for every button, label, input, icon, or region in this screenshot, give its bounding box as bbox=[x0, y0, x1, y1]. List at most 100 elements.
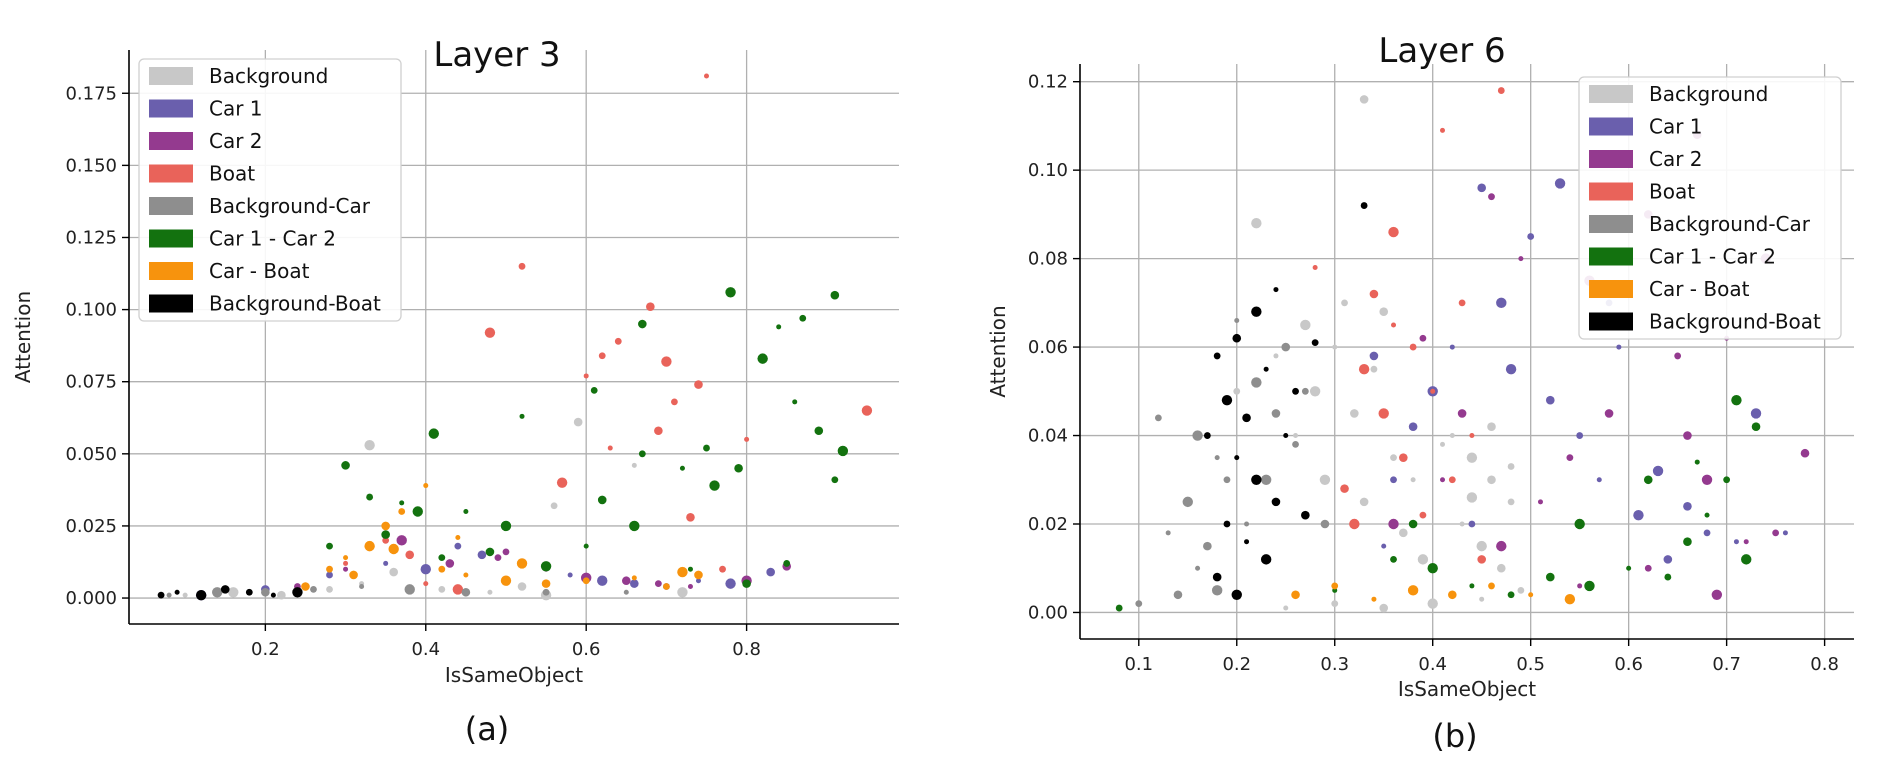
data-point bbox=[423, 483, 429, 489]
data-point bbox=[1410, 477, 1416, 483]
legend-swatch bbox=[1589, 247, 1633, 266]
data-point bbox=[343, 566, 349, 572]
data-point bbox=[1496, 540, 1507, 552]
data-point bbox=[1221, 394, 1233, 406]
data-point bbox=[1468, 520, 1476, 528]
data-point bbox=[1487, 422, 1496, 431]
legend-swatch bbox=[1589, 215, 1633, 233]
data-point bbox=[1223, 476, 1231, 484]
data-point bbox=[1517, 586, 1525, 594]
x-tick-label: 0.4 bbox=[411, 639, 440, 660]
series-car-boat bbox=[1291, 582, 1576, 605]
data-point bbox=[1576, 432, 1584, 439]
y-tick-label: 0.04 bbox=[1028, 426, 1068, 447]
data-point bbox=[687, 584, 693, 590]
data-point bbox=[1440, 477, 1446, 483]
data-point bbox=[1545, 395, 1555, 405]
x-tick-label: 0.2 bbox=[1222, 654, 1251, 675]
data-point bbox=[556, 477, 568, 488]
data-point bbox=[621, 576, 631, 586]
panel-caption: (b) bbox=[1432, 717, 1477, 755]
data-point bbox=[597, 495, 607, 505]
data-point bbox=[1369, 351, 1379, 361]
data-point bbox=[388, 543, 399, 555]
data-point bbox=[783, 560, 791, 567]
data-point bbox=[677, 587, 688, 598]
data-point bbox=[518, 262, 526, 270]
y-tick-label: 0.075 bbox=[65, 372, 117, 393]
y-tick-label: 0.02 bbox=[1028, 514, 1068, 535]
data-point bbox=[1477, 183, 1486, 193]
data-point bbox=[1223, 520, 1231, 528]
data-point bbox=[1388, 226, 1399, 238]
data-point bbox=[1242, 413, 1251, 423]
data-point bbox=[220, 585, 230, 594]
data-point bbox=[1469, 583, 1475, 589]
data-point bbox=[1782, 530, 1788, 536]
y-tick-label: 0.050 bbox=[65, 444, 117, 465]
y-tick-label: 0.175 bbox=[65, 83, 117, 104]
data-point bbox=[485, 547, 495, 557]
data-point bbox=[1234, 455, 1240, 461]
data-point bbox=[1427, 598, 1438, 609]
data-point bbox=[1260, 474, 1272, 485]
data-point bbox=[1390, 476, 1397, 484]
legend-label: Boat bbox=[209, 162, 255, 186]
data-point bbox=[1283, 605, 1289, 611]
data-point bbox=[1449, 433, 1455, 439]
data-point bbox=[629, 520, 640, 532]
data-point bbox=[1332, 344, 1338, 350]
legend-label: Car 2 bbox=[209, 129, 263, 153]
legend-swatch bbox=[1589, 117, 1633, 136]
data-point bbox=[1399, 453, 1408, 462]
data-point bbox=[654, 426, 663, 436]
data-point bbox=[831, 476, 839, 484]
x-tick-label: 0.1 bbox=[1124, 654, 1153, 675]
data-point bbox=[607, 445, 613, 451]
data-point bbox=[830, 290, 840, 300]
data-point bbox=[1273, 353, 1279, 359]
data-point bbox=[583, 373, 589, 379]
data-point bbox=[1704, 512, 1710, 518]
y-tick-label: 0.150 bbox=[65, 155, 117, 176]
data-point bbox=[1331, 600, 1339, 608]
legend-frame bbox=[138, 58, 402, 322]
data-point bbox=[438, 565, 446, 573]
data-point bbox=[1683, 431, 1692, 440]
data-point bbox=[679, 465, 685, 471]
data-point bbox=[638, 450, 646, 458]
data-point bbox=[1359, 95, 1369, 104]
data-point bbox=[1371, 596, 1377, 602]
y-tick-label: 0.100 bbox=[65, 300, 117, 321]
data-point bbox=[1409, 343, 1417, 351]
data-point bbox=[1751, 422, 1761, 431]
data-point bbox=[1683, 502, 1692, 511]
data-point bbox=[1604, 409, 1614, 418]
data-point bbox=[631, 462, 637, 468]
data-point bbox=[341, 461, 350, 470]
data-point bbox=[567, 572, 573, 578]
legend: Background Car 1 Car 2 Boat Background-Car Ca… bbox=[1578, 76, 1842, 340]
data-point bbox=[1213, 352, 1221, 360]
data-point bbox=[1182, 496, 1193, 508]
data-point bbox=[461, 587, 471, 597]
legend: Background Car 1 Car 2 Boat Background-Car Ca… bbox=[138, 58, 402, 322]
y-tick-label: 0.000 bbox=[65, 588, 117, 609]
data-point bbox=[452, 584, 464, 595]
data-point bbox=[517, 582, 527, 591]
data-point bbox=[1203, 432, 1211, 439]
legend-swatch bbox=[149, 164, 193, 183]
y-tick-label: 0.10 bbox=[1028, 160, 1068, 181]
data-point bbox=[1663, 555, 1673, 564]
data-point bbox=[638, 319, 647, 329]
y-axis-label: Attention bbox=[11, 291, 35, 383]
data-point bbox=[742, 579, 751, 588]
data-point bbox=[590, 386, 598, 394]
data-point bbox=[502, 548, 510, 556]
series-car-boat bbox=[301, 483, 703, 591]
data-point bbox=[1391, 322, 1397, 328]
data-point bbox=[1281, 342, 1291, 352]
x-tick-label: 0.5 bbox=[1516, 654, 1545, 675]
data-point bbox=[725, 287, 736, 298]
data-point bbox=[677, 566, 688, 578]
